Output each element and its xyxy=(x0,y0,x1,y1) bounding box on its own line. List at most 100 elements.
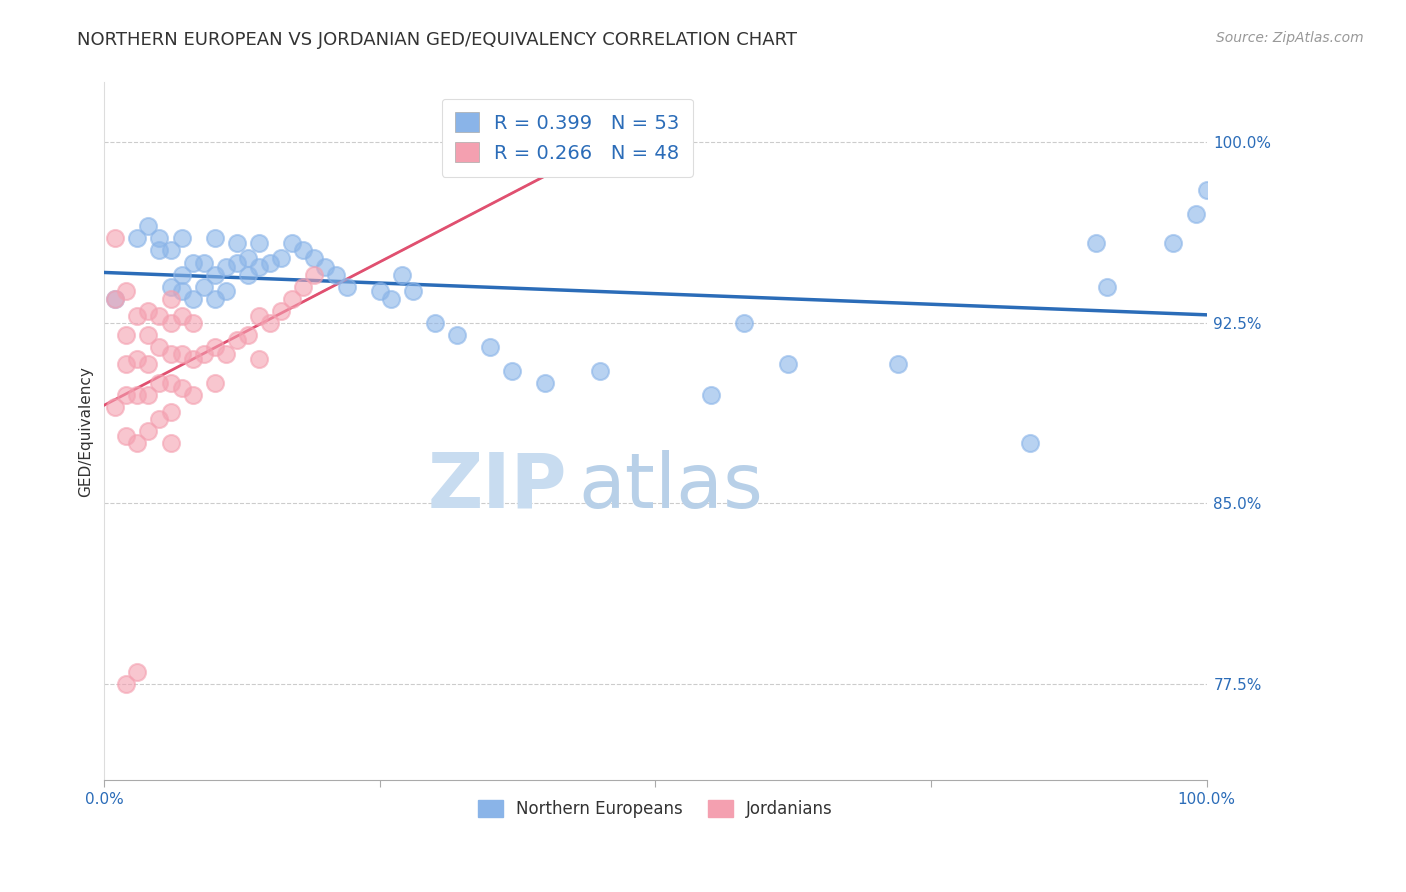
Point xyxy=(699,388,721,402)
Point xyxy=(104,292,127,306)
Point xyxy=(336,279,359,293)
Point xyxy=(270,251,292,265)
Point xyxy=(776,357,799,371)
Point xyxy=(148,244,170,258)
Point xyxy=(1163,236,1185,251)
Point xyxy=(115,285,138,299)
Point xyxy=(247,236,270,251)
Point xyxy=(115,357,138,371)
Point xyxy=(314,260,336,275)
Point xyxy=(1195,183,1218,197)
Point xyxy=(302,251,325,265)
Point xyxy=(479,340,502,354)
Point xyxy=(148,340,170,354)
Point xyxy=(138,424,160,438)
Point xyxy=(534,376,557,390)
Point xyxy=(181,292,204,306)
Point xyxy=(148,231,170,245)
Point xyxy=(148,376,170,390)
Point xyxy=(291,244,314,258)
Point xyxy=(148,412,170,426)
Point xyxy=(204,268,226,282)
Point xyxy=(181,255,204,269)
Point xyxy=(138,327,160,342)
Point xyxy=(236,268,259,282)
Point xyxy=(115,388,138,402)
Point xyxy=(391,268,413,282)
Point xyxy=(214,260,236,275)
Point xyxy=(236,251,259,265)
Point xyxy=(159,279,181,293)
Point xyxy=(1097,279,1119,293)
Point xyxy=(214,285,236,299)
Point xyxy=(104,231,127,245)
Point xyxy=(1085,236,1108,251)
Point xyxy=(247,351,270,366)
Point xyxy=(148,309,170,323)
Point xyxy=(204,292,226,306)
Point xyxy=(127,231,149,245)
Point xyxy=(204,340,226,354)
Point xyxy=(127,665,149,679)
Point xyxy=(138,388,160,402)
Point xyxy=(302,268,325,282)
Point xyxy=(887,357,910,371)
Point xyxy=(181,388,204,402)
Point xyxy=(127,436,149,450)
Text: NORTHERN EUROPEAN VS JORDANIAN GED/EQUIVALENCY CORRELATION CHART: NORTHERN EUROPEAN VS JORDANIAN GED/EQUIV… xyxy=(77,31,797,49)
Y-axis label: GED/Equivalency: GED/Equivalency xyxy=(79,366,93,497)
Point xyxy=(115,429,138,443)
Point xyxy=(380,292,402,306)
Point xyxy=(259,316,281,330)
Point xyxy=(138,357,160,371)
Point xyxy=(115,327,138,342)
Point xyxy=(733,316,755,330)
Point xyxy=(170,268,193,282)
Point xyxy=(181,316,204,330)
Point xyxy=(225,333,247,347)
Point xyxy=(159,292,181,306)
Point xyxy=(204,231,226,245)
Point xyxy=(193,255,215,269)
Point xyxy=(501,364,523,378)
Point xyxy=(204,376,226,390)
Point xyxy=(159,376,181,390)
Point xyxy=(138,303,160,318)
Point xyxy=(170,347,193,361)
Point xyxy=(325,268,347,282)
Point xyxy=(170,285,193,299)
Point xyxy=(193,279,215,293)
Point xyxy=(138,219,160,234)
Point xyxy=(104,292,127,306)
Point xyxy=(281,236,304,251)
Point xyxy=(170,381,193,395)
Text: atlas: atlas xyxy=(578,450,763,524)
Legend: Northern Europeans, Jordanians: Northern Europeans, Jordanians xyxy=(471,793,839,824)
Point xyxy=(291,279,314,293)
Point xyxy=(115,677,138,691)
Point xyxy=(589,364,612,378)
Point xyxy=(127,388,149,402)
Point xyxy=(368,285,391,299)
Point xyxy=(104,400,127,414)
Point xyxy=(281,292,304,306)
Point xyxy=(127,309,149,323)
Point xyxy=(423,316,446,330)
Text: ZIP: ZIP xyxy=(427,450,567,524)
Point xyxy=(259,255,281,269)
Point xyxy=(193,347,215,361)
Point xyxy=(159,244,181,258)
Text: Source: ZipAtlas.com: Source: ZipAtlas.com xyxy=(1216,31,1364,45)
Point xyxy=(170,309,193,323)
Point xyxy=(159,436,181,450)
Point xyxy=(402,285,425,299)
Point xyxy=(270,303,292,318)
Point xyxy=(181,351,204,366)
Point xyxy=(1019,436,1042,450)
Point xyxy=(247,260,270,275)
Point xyxy=(127,351,149,366)
Point xyxy=(170,231,193,245)
Point xyxy=(159,347,181,361)
Point xyxy=(236,327,259,342)
Point xyxy=(214,347,236,361)
